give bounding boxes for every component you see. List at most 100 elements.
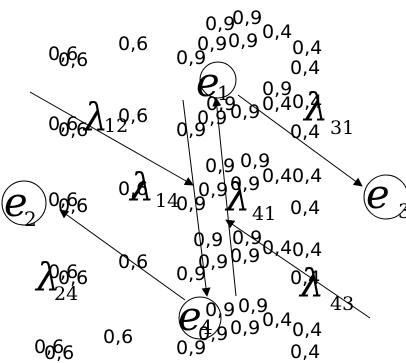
rate-l31-subscript: 31 <box>330 117 354 139</box>
weight-label: 0,4 <box>290 121 320 143</box>
rate-label-l41: λ 41 <box>224 175 276 225</box>
weight-label: 0,6 <box>48 43 78 65</box>
node-e4-letter: e <box>178 294 202 340</box>
weight-label: 0,4 <box>290 267 320 289</box>
weight-label: 0,9 <box>230 245 260 267</box>
weight-label: 0,4 <box>292 319 322 341</box>
weight-label: 0,9 <box>193 229 223 251</box>
weight-label: 0,9 <box>205 13 235 35</box>
weight-label: 0,6 <box>58 267 88 289</box>
rate-l41-subscript: 41 <box>252 203 276 225</box>
node-e3-circle <box>363 174 406 220</box>
node-e3-letter: e <box>366 172 390 218</box>
rate-labels-layer: λ 12 λ 14 λ 31 λ 41 λ 24 λ 43 <box>34 85 354 315</box>
node-e2-circle <box>1 180 47 226</box>
weight-label: 0,4 <box>262 237 292 259</box>
weight-label: 0,4 <box>292 91 322 113</box>
weight-label: 0,6 <box>48 113 78 135</box>
rate-label-l14: λ 14 <box>128 165 179 212</box>
edge-l31-arrow <box>237 94 363 187</box>
weight-label: 0,4 <box>262 165 292 187</box>
weight-label: 0,4 <box>292 165 322 187</box>
node-e2: e 2 <box>1 180 47 231</box>
weight-label: 0,6 <box>48 189 78 211</box>
weight-label: 0,9 <box>240 150 270 172</box>
edge-l14-arrow <box>182 99 211 297</box>
weight-label: 0,9 <box>230 317 260 339</box>
weight-label: 0,9 <box>205 299 235 321</box>
weight-label: 0,9 <box>206 93 236 115</box>
weight-cluster-row5: 0,9 0,9 0,9 0,9 0,9 0,4 0,4 0,4 <box>176 295 322 363</box>
weight-label: 0,4 <box>292 37 322 59</box>
edge-l24-arrow <box>59 209 186 301</box>
weight-label: 0,9 <box>238 295 268 317</box>
weight-label: 0,4 <box>262 21 292 43</box>
edges-layer <box>29 91 371 319</box>
weight-label: 0,6 <box>118 178 148 200</box>
node-e1-subscript: 1 <box>217 81 230 105</box>
weight-label: 0,4 <box>262 309 292 331</box>
weight-label: 0,9 <box>176 119 206 141</box>
rate-l24-letter: λ <box>34 255 60 299</box>
rate-l12-letter: λ <box>82 95 108 139</box>
edge-l41-arrow <box>212 97 237 297</box>
node-e1-circle <box>199 61 237 99</box>
weight-label: 0,6 <box>118 105 148 127</box>
weight-label: 0,9 <box>232 227 262 249</box>
weight-label: 0,9 <box>176 47 206 69</box>
edge-l12-arrow <box>29 91 194 186</box>
weight-label: 0,6 <box>103 326 133 348</box>
weight-labels-layer: 0,6 0,6 0,6 0,6 0,6 0,6 0,6 0,6 0,6 0,6 … <box>34 7 322 363</box>
weight-label: 0,4 <box>290 197 320 219</box>
weight-label: 0,4 <box>290 341 320 363</box>
rate-l14-subscript: 14 <box>155 190 179 212</box>
weight-label: 0,9 <box>230 173 260 195</box>
rate-label-l24: λ 24 <box>34 255 78 305</box>
weight-label: 0,9 <box>197 33 227 55</box>
rate-l43-subscript: 43 <box>330 293 354 315</box>
rate-l12-subscript: 12 <box>104 115 128 137</box>
weight-label: 0,9 <box>176 263 206 285</box>
weight-label: 0,9 <box>176 193 206 215</box>
nodes-layer: e 1 e 2 e 3 e 4 <box>1 60 406 340</box>
weight-label: 0,6 <box>58 49 88 71</box>
rate-l24-subscript: 24 <box>54 283 78 305</box>
weight-label: 0,9 <box>198 251 228 273</box>
weight-label: 0,4 <box>292 239 322 261</box>
node-e4-subscript: 4 <box>200 315 213 339</box>
weight-label: 0,6 <box>48 261 78 283</box>
weight-label: 0,9 <box>205 155 235 177</box>
weight-label: 0,4 <box>262 93 292 115</box>
rate-l31-letter: λ <box>302 85 328 129</box>
node-e4-circle <box>178 296 222 340</box>
weight-label: 0,9 <box>232 7 262 29</box>
weight-label: 0,9 <box>198 179 228 201</box>
node-e2-letter: e <box>4 180 28 226</box>
node-e4: e 4 <box>178 294 222 340</box>
rate-label-l43: λ 43 <box>298 261 354 315</box>
weight-label: 0,6 <box>34 336 64 358</box>
weight-label: 0,6 <box>58 119 88 141</box>
weight-label: 0,6 <box>44 342 74 363</box>
node-e3: e 3 <box>363 172 406 223</box>
weight-label: 0,9 <box>228 30 258 52</box>
edge-l43-arrow <box>225 219 371 319</box>
rate-l41-letter: λ <box>224 175 250 219</box>
rate-label-l31: λ 31 <box>302 85 354 139</box>
weight-label: 0,9 <box>262 78 292 100</box>
weight-cluster-row3: 0,9 0,9 0,9 0,9 0,9 0,4 0,4 0,4 <box>176 150 322 219</box>
node-e1-letter: e <box>196 60 220 106</box>
weight-cluster-row1: 0,9 0,9 0,9 0,9 0,9 0,4 0,4 0,4 <box>176 7 322 79</box>
rate-l14-letter: λ <box>128 165 154 209</box>
rate-l43-letter: λ <box>298 261 324 305</box>
weight-cluster-row2: 0,9 0,9 0,9 0,9 0,9 0,4 0,4 0,4 <box>176 78 322 143</box>
weight-label: 0,6 <box>58 195 88 217</box>
weight-label: 0,6 <box>118 33 148 55</box>
weight-label: 0,4 <box>290 57 320 79</box>
weight-label: 0,9 <box>176 337 206 359</box>
weight-label: 0,9 <box>230 101 260 123</box>
weight-label: 0,6 <box>118 251 148 273</box>
weight-cluster-row4: 0,9 0,9 0,9 0,9 0,9 0,4 0,4 0,4 <box>176 227 322 289</box>
node-e1: e 1 <box>196 60 237 106</box>
